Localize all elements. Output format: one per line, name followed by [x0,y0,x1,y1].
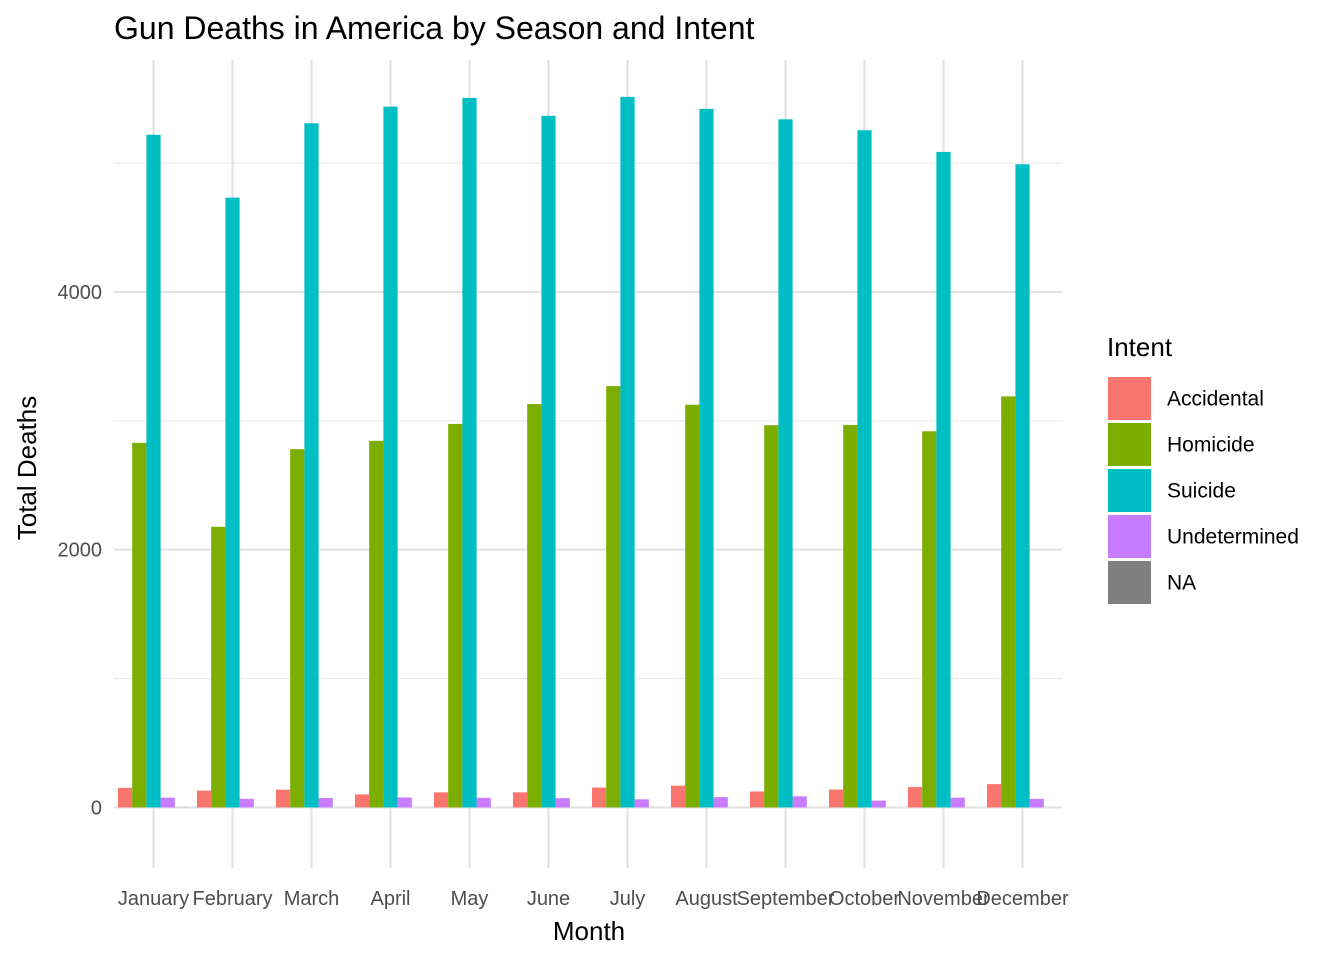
legend: Intent Accidental Homicide Suicide Undeterm… [1107,332,1299,604]
bar-suicide-december [1015,164,1030,808]
bar-accidental-september [749,791,765,808]
bar-suicide-october [857,130,872,808]
bar-homicide-december [1001,396,1016,808]
x-tick-label: March [284,888,340,910]
bar-undetermined-march [318,798,333,808]
bar-suicide-november [936,151,951,808]
bar-undetermined-july [634,799,649,808]
bar-accidental-december [986,784,1002,808]
bar-accidental-march [275,789,291,808]
bar-homicide-june [527,404,542,808]
bar-homicide-january [132,442,147,808]
bar-accidental-may [433,792,449,808]
bar-homicide-may [448,423,463,808]
bar-homicide-august [685,404,700,808]
chart-title: Gun Deaths in America by Season and Inte… [114,10,755,46]
legend-key-accidental [1108,377,1151,420]
bar-homicide-october [843,424,858,808]
bars [117,96,1044,808]
bar-suicide-february [225,197,240,808]
y-axis-title: Total Deaths [12,396,42,541]
bar-undetermined-june [555,798,570,808]
x-axis-ticks: January February March April May June July Augu… [118,888,1069,910]
bar-suicide-april [383,106,398,808]
grid-lines [114,60,1062,868]
bar-suicide-july [620,96,635,808]
x-tick-label: November [897,888,990,910]
bar-accidental-july [591,787,607,808]
bar-homicide-february [211,526,226,808]
x-tick-label: June [527,888,570,910]
bar-homicide-september [764,425,779,808]
bar-accidental-january [117,787,133,808]
x-tick-label: May [451,888,489,910]
bar-undetermined-april [397,797,412,808]
x-tick-label: August [675,888,738,910]
bar-accidental-february [196,790,212,808]
bar-homicide-march [290,449,305,808]
bar-homicide-april [369,440,384,808]
bar-suicide-august [699,108,714,808]
bar-undetermined-february [239,798,254,808]
legend-key-homicide [1108,423,1151,466]
bar-accidental-april [354,794,370,808]
x-axis-title: Month [553,916,625,946]
bar-undetermined-january [160,797,175,808]
legend-label: Undetermined [1167,526,1299,549]
x-tick-label: October [829,888,900,910]
bar-accidental-june [512,792,528,808]
legend-label: NA [1167,572,1196,595]
x-tick-label: July [610,888,646,910]
bar-undetermined-october [871,800,886,808]
legend-key-suicide [1108,469,1151,512]
bar-suicide-june [541,115,556,808]
bar-accidental-november [907,786,923,808]
x-tick-label: September [737,888,835,910]
y-tick-label: 4000 [58,282,103,304]
bar-suicide-january [146,134,161,808]
bar-undetermined-august [713,797,728,808]
bar-undetermined-september [792,796,807,808]
legend-label: Suicide [1167,480,1236,503]
x-tick-label: April [370,888,410,910]
bar-accidental-august [670,785,686,808]
x-tick-label: February [192,888,272,910]
bar-homicide-july [606,386,621,808]
legend-title: Intent [1107,332,1173,362]
bar-suicide-may [462,97,477,808]
legend-key-undetermined [1108,515,1151,558]
bar-undetermined-november [950,797,965,808]
legend-label: Homicide [1167,434,1255,457]
bar-suicide-march [304,123,319,808]
x-tick-label: January [118,888,189,910]
y-tick-label: 0 [91,797,102,819]
bar-undetermined-may [476,797,491,808]
bar-suicide-september [778,119,793,808]
bar-undetermined-december [1029,798,1044,808]
legend-label: Accidental [1167,388,1264,411]
y-tick-label: 2000 [58,540,103,562]
x-tick-label: December [976,888,1069,910]
y-axis-ticks: 0 2000 4000 [58,282,103,819]
legend-key-na [1108,561,1151,604]
bar-homicide-november [922,431,937,808]
bar-accidental-october [828,789,844,808]
